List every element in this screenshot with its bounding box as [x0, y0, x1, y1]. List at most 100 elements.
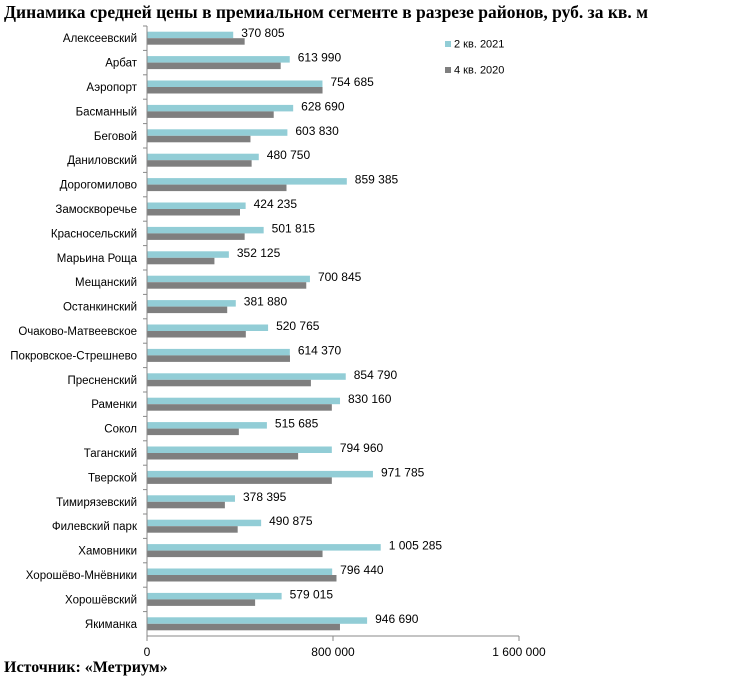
data-label-2021-10: 352 125 — [237, 246, 281, 260]
category-label-13: Очаково-Матвеевское — [18, 326, 137, 338]
bar-2020-18 — [147, 453, 299, 460]
bar-2020-16 — [147, 404, 332, 411]
category-label-7: Дорогомилово — [60, 180, 137, 192]
bar-2020-24 — [147, 599, 256, 606]
category-label-2: Арбат — [105, 58, 138, 70]
category-label-16: Раменки — [91, 399, 137, 411]
bar-2020-13 — [147, 331, 246, 338]
category-label-10: Марьина Роща — [57, 253, 138, 265]
chart-title: Динамика средней цены в премиальном сегм… — [4, 2, 649, 22]
data-label-2021-16: 830 160 — [348, 392, 392, 406]
category-label-12: Останкинский — [63, 302, 137, 314]
category-label-20: Тимирязевский — [56, 497, 137, 509]
bar-2021-16 — [147, 397, 341, 405]
category-label-23: Хорошёво-Мнёвники — [26, 570, 137, 582]
bar-2021-5 — [147, 129, 288, 136]
bar-2021-14 — [147, 348, 290, 356]
category-label-1: Алексеевский — [63, 33, 137, 45]
category-label-22: Хамовники — [78, 546, 137, 558]
bar-2020-15 — [147, 379, 311, 387]
category-label-6: Даниловский — [67, 155, 137, 167]
data-label-2021-1: 370 805 — [241, 26, 285, 40]
bar-2021-3 — [147, 80, 323, 87]
bar-2020-2 — [147, 62, 281, 70]
data-label-2021-20: 378 395 — [243, 490, 287, 504]
data-label-2021-11: 700 845 — [318, 270, 362, 284]
data-labels-group: 370 805 613 990 754 685 628 690 603 830 480 7… — [237, 26, 443, 626]
bar-2020-19 — [147, 477, 332, 484]
bar-2020-11 — [147, 282, 307, 289]
data-label-2021-18: 794 960 — [340, 441, 384, 455]
data-label-2021-17: 515 685 — [275, 417, 319, 431]
bar-2020-8 — [147, 209, 240, 216]
bar-2021-23 — [147, 568, 333, 575]
legend-label-2021: 2 кв. 2021 — [454, 39, 504, 51]
bar-2020-21 — [147, 526, 238, 533]
x-tick-label-3: 1 600 000 — [492, 645, 546, 659]
bar-2021-17 — [147, 422, 267, 429]
bar-2020-6 — [147, 160, 252, 167]
bar-2021-11 — [147, 275, 310, 283]
bar-2021-25 — [147, 617, 368, 624]
data-label-2021-25: 946 690 — [375, 612, 419, 626]
category-label-25: Якиманка — [85, 619, 138, 631]
bar-2021-18 — [147, 446, 332, 453]
bar-2020-5 — [147, 135, 251, 143]
bar-2020-23 — [147, 575, 337, 582]
x-tick-label-1: 0 — [144, 645, 151, 659]
data-label-2021-8: 424 235 — [254, 197, 298, 211]
bar-2021-12 — [147, 300, 236, 307]
bar-2021-8 — [147, 202, 246, 209]
source-note: Источник: «Метриум» — [4, 659, 168, 676]
category-label-9: Красносельский — [51, 228, 137, 240]
bar-2021-15 — [147, 373, 346, 380]
bar-2021-13 — [147, 324, 269, 331]
bar-2020-14 — [147, 355, 290, 362]
data-label-2021-12: 381 880 — [244, 295, 288, 309]
bar-2020-17 — [147, 428, 239, 436]
bar-2020-25 — [147, 623, 340, 631]
category-label-24: Хорошёвский — [65, 594, 137, 606]
x-tick-label-2: 800 000 — [311, 645, 355, 659]
bar-2021-24 — [147, 592, 282, 600]
bar-2021-1 — [147, 31, 234, 39]
bar-2020-1 — [147, 38, 245, 45]
bar-2021-6 — [147, 153, 259, 161]
data-label-2021-6: 480 750 — [267, 148, 311, 162]
data-label-2021-2: 613 990 — [298, 51, 342, 65]
data-label-2021-13: 520 765 — [276, 319, 320, 333]
data-label-2021-14: 614 370 — [298, 343, 342, 357]
data-label-2021-24: 579 015 — [290, 587, 334, 601]
bar-2020-3 — [147, 87, 323, 94]
category-label-19: Тверской — [88, 472, 137, 484]
legend-swatch-2021 — [445, 41, 451, 47]
bar-2020-4 — [147, 111, 274, 118]
bar-2021-22 — [147, 544, 381, 551]
category-label-3: Аэропорт — [86, 82, 137, 94]
bar-2021-9 — [147, 226, 264, 234]
data-label-2021-21: 490 875 — [269, 514, 313, 528]
bar-2020-20 — [147, 501, 225, 509]
bar-2021-2 — [147, 56, 290, 63]
bar-2021-7 — [147, 178, 347, 185]
data-label-2021-5: 603 830 — [295, 124, 339, 138]
category-label-21: Филевский парк — [52, 521, 138, 533]
category-label-17: Сокол — [104, 424, 137, 436]
bar-2021-10 — [147, 251, 229, 258]
bar-2020-9 — [147, 233, 245, 240]
category-label-14: Покровское-Стрешнево — [10, 350, 137, 362]
data-label-2021-7: 859 385 — [355, 173, 399, 187]
bar-2021-21 — [147, 519, 262, 527]
bar-2021-19 — [147, 470, 373, 478]
category-label-5: Беговой — [94, 131, 137, 143]
category-label-4: Басманный — [76, 106, 137, 118]
legend-label-2020: 4 кв. 2020 — [454, 65, 504, 77]
data-label-2021-4: 628 690 — [301, 99, 345, 113]
data-label-2021-22: 1 005 285 — [389, 539, 443, 553]
data-label-2021-23: 796 440 — [340, 563, 384, 577]
legend-swatch-2020 — [445, 67, 451, 73]
bar-2020-22 — [147, 550, 323, 558]
data-label-2021-15: 854 790 — [354, 368, 398, 382]
category-label-18: Таганский — [84, 448, 137, 460]
